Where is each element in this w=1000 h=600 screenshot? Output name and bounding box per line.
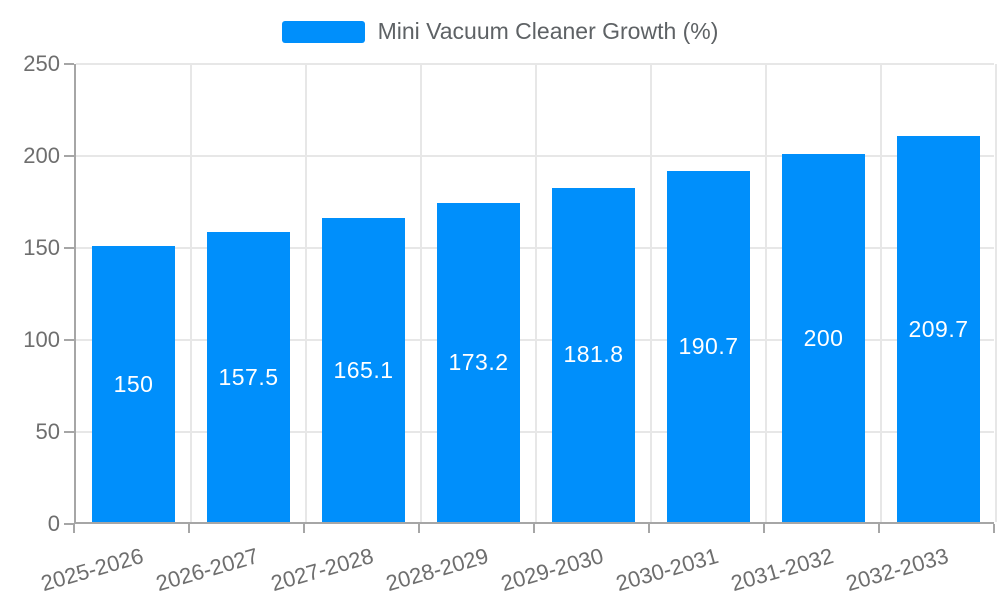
x-axis-category-label: 2028-2029 <box>383 543 492 597</box>
x-axis-tick <box>648 524 650 533</box>
y-axis-tick-label: 0 <box>47 511 60 536</box>
bar-value-label: 181.8 <box>563 341 624 368</box>
bar[interactable]: 157.5 <box>207 232 290 522</box>
x-axis-category-label: 2031-2032 <box>728 543 837 597</box>
y-axis-tick <box>64 155 74 157</box>
bar[interactable]: 181.8 <box>552 187 635 522</box>
legend[interactable]: Mini Vacuum Cleaner Growth (%) <box>0 18 1000 45</box>
x-axis-tick <box>993 524 995 533</box>
bar[interactable]: 190.7 <box>667 171 750 522</box>
x-axis-tick <box>763 524 765 533</box>
gridline-vertical <box>880 64 882 522</box>
x-axis-category-label: 2027-2028 <box>268 543 377 597</box>
y-axis-tick <box>64 339 74 341</box>
y-axis-tick-label: 250 <box>23 51 60 76</box>
bar-value-label: 200 <box>803 324 844 351</box>
x-axis-category-label: 2030-2031 <box>613 543 722 597</box>
bar[interactable]: 150 <box>92 246 175 522</box>
bar-value-label: 190.7 <box>678 333 739 360</box>
gridline-vertical <box>305 64 307 522</box>
x-axis-tick <box>533 524 535 533</box>
gridline-vertical <box>535 64 537 522</box>
legend-swatch <box>281 20 365 43</box>
gridline-vertical <box>420 64 422 522</box>
bar-value-label: 150 <box>113 370 154 397</box>
legend-label: Mini Vacuum Cleaner Growth (%) <box>377 18 719 44</box>
gridline-vertical <box>190 64 192 522</box>
y-axis-tick-label: 100 <box>23 327 60 352</box>
bar-value-label: 165.1 <box>333 356 394 383</box>
x-axis-tick <box>188 524 190 533</box>
y-axis-tick <box>64 247 74 249</box>
x-axis-tick <box>418 524 420 533</box>
y-axis-tick <box>64 523 74 525</box>
bar-value-label: 157.5 <box>218 363 279 390</box>
x-axis-category-label: 2032-2033 <box>843 543 952 597</box>
y-axis-tick-label: 200 <box>23 143 60 168</box>
x-axis-category-label: 2029-2030 <box>498 543 607 597</box>
gridline-vertical <box>995 64 997 522</box>
plot-area: 150 157.5 165.1 173.2 181.8 190.7 200 209.7 <box>74 63 997 524</box>
x-axis-category-label: 2025-2026 <box>38 543 147 597</box>
gridline-vertical <box>765 64 767 522</box>
x-axis-category-label: 2026-2027 <box>153 543 262 597</box>
x-axis-tick <box>878 524 880 533</box>
x-axis-tick <box>73 524 75 533</box>
gridline-vertical <box>650 64 652 522</box>
bar[interactable]: 165.1 <box>322 218 405 522</box>
y-axis-tick-label: 50 <box>35 419 60 444</box>
bar-value-label: 209.7 <box>908 315 969 342</box>
y-axis-tick <box>64 431 74 433</box>
bar[interactable]: 200 <box>782 154 865 522</box>
x-axis-tick <box>303 524 305 533</box>
y-axis-tick-label: 150 <box>23 235 60 260</box>
bar-value-label: 173.2 <box>448 349 509 376</box>
bar[interactable]: 209.7 <box>897 136 980 522</box>
bar[interactable]: 173.2 <box>437 203 520 522</box>
y-axis-tick <box>64 63 74 65</box>
